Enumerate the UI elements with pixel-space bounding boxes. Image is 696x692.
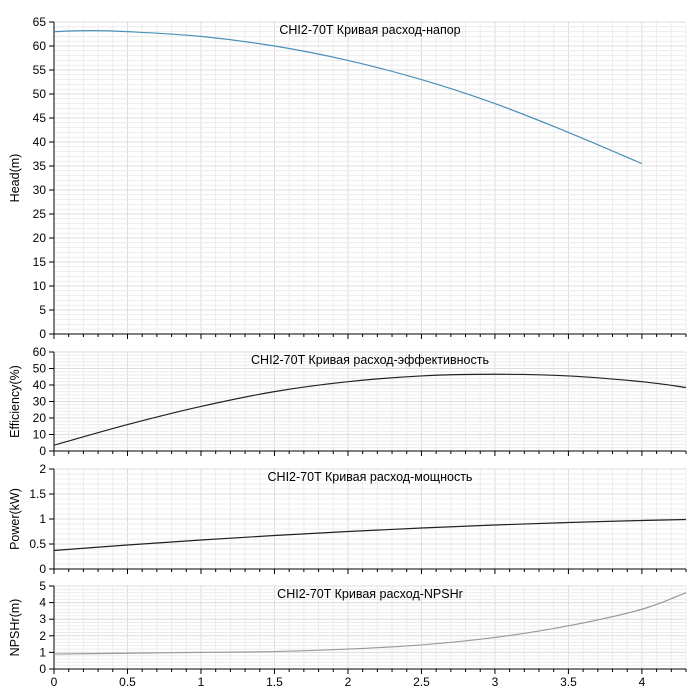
y-tick-label: 55	[33, 63, 47, 77]
y-axis-label: Head(m)	[8, 154, 22, 203]
y-tick-label: 0	[39, 562, 46, 576]
y-tick-label: 2	[39, 629, 46, 643]
y-axis-label: Power(kW)	[8, 488, 22, 550]
y-tick-label: 30	[33, 183, 47, 197]
y-tick-label: 1	[39, 645, 46, 659]
x-tick-label: 3.5	[560, 675, 577, 689]
series-line-0	[53, 30, 643, 165]
y-tick-label: 65	[33, 15, 47, 29]
y-tick-label: 15	[33, 255, 47, 269]
y-tick-label: 45	[33, 111, 47, 125]
y-tick-label: 10	[33, 279, 47, 293]
y-tick-label: 4	[39, 596, 46, 610]
chart-title: CHI2-70T Кривая расход-напор	[279, 23, 460, 37]
y-tick-label: 40	[33, 135, 47, 149]
chart-panel-0: 0 5 10 15 20 25 30 35 40 45 50 55 60 65 CHI2-70T Крива…	[8, 15, 687, 341]
y-axis-label: Efficiency(%)	[8, 365, 22, 438]
x-tick-label: 3	[492, 675, 499, 689]
x-tick-label: 1	[198, 675, 205, 689]
y-tick-label: 35	[33, 159, 47, 173]
chart-panel-2: 0 0.5 1 1.5 2 CHI2-70T Кривая расход-мощность…	[8, 462, 687, 576]
x-tick-label: 0.5	[119, 675, 136, 689]
y-tick-label: 3	[39, 612, 46, 626]
series-line-0	[53, 592, 687, 655]
chart-panel-3: 0 1 2 3 4 5 0 0.5 1 1.5 2 2.5 3 3.5 4 CHI2-70T Кривая р…	[8, 579, 687, 689]
y-tick-label: 5	[39, 303, 46, 317]
y-tick-label: 1	[39, 512, 46, 526]
x-tick-label: 2	[345, 675, 352, 689]
x-tick-label: 2.5	[413, 675, 430, 689]
series-line-0	[53, 518, 687, 552]
chart-title: CHI2-70T Кривая расход-эффективность	[251, 353, 489, 367]
series-line-0	[53, 373, 687, 446]
y-tick-label: 25	[33, 207, 47, 221]
y-axis-label: NPSHr(m)	[8, 599, 22, 657]
chart-title: CHI2-70T Кривая расход-мощность	[268, 470, 473, 484]
y-tick-label: 0.5	[29, 537, 46, 551]
chart-title: CHI2-70T Кривая расход-NPSHr	[277, 587, 463, 601]
y-tick-label: 5	[39, 579, 46, 593]
y-tick-label: 0	[39, 327, 46, 341]
x-tick-label: 4	[639, 675, 646, 689]
x-tick-label: 0	[51, 675, 58, 689]
x-tick-label: 1.5	[266, 675, 283, 689]
y-tick-label: 40	[33, 378, 47, 392]
y-tick-label: 20	[33, 411, 47, 425]
y-tick-label: 60	[33, 345, 47, 359]
y-tick-label: 0	[39, 444, 46, 458]
y-tick-label: 2	[39, 462, 46, 476]
y-tick-label: 50	[33, 87, 47, 101]
y-tick-label: 20	[33, 231, 47, 245]
y-tick-label: 1.5	[29, 487, 46, 501]
y-tick-label: 30	[33, 395, 47, 409]
chart-panel-1: 0 10 20 30 40 50 60 CHI2-70T Кривая расход-эффе…	[8, 345, 687, 458]
y-tick-label: 0	[39, 662, 46, 676]
y-tick-label: 50	[33, 362, 47, 376]
y-tick-label: 10	[33, 428, 47, 442]
y-tick-label: 60	[33, 39, 47, 53]
